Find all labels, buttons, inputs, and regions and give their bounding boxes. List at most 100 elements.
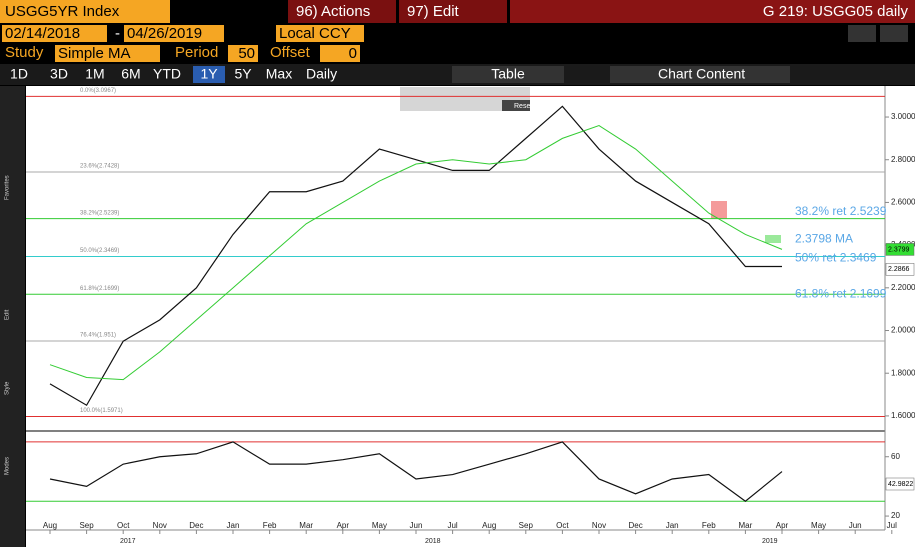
y-tick-label: 1.8000 [891,368,915,377]
series-line [49,105,782,407]
edit: 97) Edit [407,3,460,20]
range-button[interactable] [79,66,111,83]
x-tick-label: Aug [482,521,496,530]
last-value: 2.3799 [888,246,910,253]
level-label: 0.0%(3.0967) [80,88,116,94]
annotation: 38.2% ret 2.5239 [795,204,887,218]
x-tick-label: Jul [887,521,897,530]
side-label: Style [5,381,11,395]
period-field[interactable] [228,45,258,62]
level-label: 38.2%(2.5239) [80,210,119,216]
range-button[interactable] [43,66,75,83]
x-tick-label: Jul [447,521,457,530]
table: Table [491,66,525,82]
period: 50 [238,45,255,62]
range-label: Max [266,66,292,82]
x-tick-label: Jan [666,521,679,530]
last-value-tag [885,243,915,256]
x-tick-label: May [811,521,826,530]
range-label: YTD [153,66,181,82]
plot-background [26,86,915,547]
x-tick-label: Aug [43,521,57,530]
chart-content: Chart Content [658,66,745,82]
year-label: 2019 [762,538,778,545]
range-button[interactable] [263,66,295,83]
side-label: Favorites [5,175,11,200]
period-label: Period [175,44,218,61]
annotation: 50% ret 2.3469 [795,251,877,265]
edit-button[interactable] [399,0,507,23]
undo[interactable] [848,25,876,42]
x-tick-label: Jun [849,521,862,530]
series-line [49,125,783,381]
security-field[interactable] [0,0,170,23]
study: Simple MA [58,45,131,62]
range-button[interactable] [151,66,183,83]
x-tick-label: May [372,521,387,530]
reset-button[interactable] [502,100,530,111]
frequency[interactable]: Daily [306,66,337,82]
range-button[interactable] [3,66,35,83]
x-tick-label: Apr [776,521,789,530]
reset: Reset [514,103,532,110]
date-sep: - [115,25,120,42]
function: G 219: USGG05 daily [763,3,909,20]
end-date: 04/26/2019 [127,25,202,42]
start-date: 02/14/2018 [5,25,80,42]
start-field[interactable] [2,25,107,42]
highlight-box [711,201,727,219]
x-tick-label: Sep [79,521,94,530]
last-value-tag [885,263,915,276]
year-label: 2017 [120,538,136,545]
y-tick-label: 2.6000 [891,198,915,207]
redo[interactable] [880,25,908,42]
offset: 0 [349,45,357,62]
y-tick-label: 1.6000 [891,411,915,420]
y-tick-label: 60 [891,452,900,461]
highlight-box [765,235,781,243]
x-tick-label: Mar [739,521,753,530]
actions-button[interactable] [288,0,396,23]
level-label: 50.0%(2.3469) [80,248,119,254]
y-tick-label: 20 [891,511,900,520]
y-tick-label: 2.2000 [891,283,915,292]
sidebar [0,86,25,547]
x-tick-label: Jan [227,521,240,530]
y-tick-label: 2.0000 [891,326,915,335]
range-label: 1M [85,66,104,82]
x-tick-label: Dec [628,521,642,530]
range-label: 1D [10,66,28,82]
offset-label: Offset [270,44,311,61]
level-label: 76.4%(1.951) [80,333,116,339]
level-label: 100.0%(1.5971) [80,408,123,414]
x-tick-label: Oct [117,521,130,530]
title-bar [510,0,915,23]
end-field[interactable] [124,25,224,42]
range-button[interactable] [193,66,225,83]
currency: Local CCY [279,25,351,42]
study-field[interactable] [55,45,160,62]
chart-content-button[interactable] [610,66,790,83]
last-value-tag [885,477,915,491]
ccy-field[interactable] [276,25,364,42]
last-value: 2.2866 [888,266,910,273]
level-label: 23.6%(2.7428) [80,164,119,170]
y-tick-label: 2.8000 [891,155,915,164]
year-label: 2018 [425,538,441,545]
range-label: 3D [50,66,68,82]
x-tick-label: Feb [263,521,277,530]
y-tick-label: 3.0000 [891,112,915,121]
side-label: Edit [5,309,11,320]
security: USGG5YR Index [5,3,120,20]
x-tick-label: Apr [337,521,350,530]
offset-field[interactable] [320,45,360,62]
series-line [49,441,783,502]
level-label: 61.8%(2.1699) [80,286,119,292]
last-value: 42.9822 [888,481,913,488]
range-button[interactable] [227,66,259,83]
table-button[interactable] [452,66,564,83]
range-label: 1Y [200,66,218,82]
range-button[interactable] [115,66,147,83]
x-tick-label: Nov [592,521,606,530]
